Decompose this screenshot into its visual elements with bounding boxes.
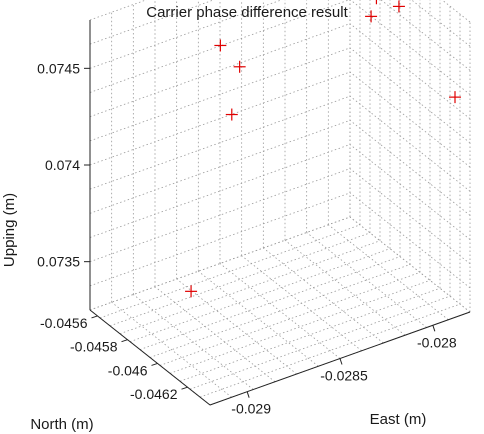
axes xyxy=(84,20,471,406)
y-tick-label: -0.046 xyxy=(108,362,148,378)
z-tick-label: 0.0745 xyxy=(37,60,80,76)
grid-line xyxy=(241,255,362,352)
grid-line xyxy=(380,0,471,71)
y-tick-mark xyxy=(91,315,98,319)
y-axis-line xyxy=(89,309,211,406)
grid-line xyxy=(263,247,384,344)
data-point xyxy=(375,0,378,5)
data-point xyxy=(214,39,227,52)
grid-line xyxy=(169,279,431,374)
grid-line xyxy=(129,248,391,343)
grid-line xyxy=(154,286,276,383)
z-tick-label: 0.074 xyxy=(45,157,80,173)
chart-title: Carrier phase difference result xyxy=(146,4,348,21)
x-tick-label: -0.0285 xyxy=(320,368,368,384)
x-axis-label: East (m) xyxy=(370,411,427,428)
x-tick-mark xyxy=(246,391,250,398)
grid-line xyxy=(179,287,441,382)
grid-line xyxy=(198,270,319,367)
y-tick-label: -0.0462 xyxy=(130,386,178,402)
grid-line xyxy=(219,263,341,359)
x-tick-mark xyxy=(339,358,343,365)
grid-line xyxy=(159,272,421,366)
grid-line xyxy=(111,301,232,398)
data-point xyxy=(392,0,405,13)
data-point xyxy=(185,285,198,298)
grid-line xyxy=(284,239,406,336)
grid-line xyxy=(133,294,254,390)
x-tick-label: -0.028 xyxy=(417,334,457,350)
grid-line xyxy=(119,240,381,335)
x-tick-label: -0.029 xyxy=(231,401,271,417)
data-point xyxy=(365,10,378,23)
y-tick-mark xyxy=(151,362,158,366)
data-point xyxy=(233,60,246,73)
y-tick-label: -0.0456 xyxy=(40,315,88,331)
grid-lines xyxy=(89,0,471,406)
tick-labels: -0.029 -0.0285 -0.028 -0.0456 -0.0458 -0.046 -… xyxy=(37,60,457,416)
grid-line xyxy=(328,224,449,321)
data-point xyxy=(225,108,238,121)
grid-line xyxy=(306,232,427,328)
grid-line xyxy=(176,278,297,375)
y-tick-mark xyxy=(181,386,188,390)
y-axis-label: North (m) xyxy=(30,416,93,433)
z-axis-label: Upping (m) xyxy=(1,193,18,267)
y-tick-mark xyxy=(121,339,128,343)
x-tick-mark xyxy=(432,325,436,332)
y-tick-label: -0.0458 xyxy=(70,339,118,355)
data-markers xyxy=(185,0,461,298)
z-tick-label: 0.0735 xyxy=(37,254,80,270)
data-point xyxy=(449,91,461,104)
grid-line xyxy=(109,232,371,327)
